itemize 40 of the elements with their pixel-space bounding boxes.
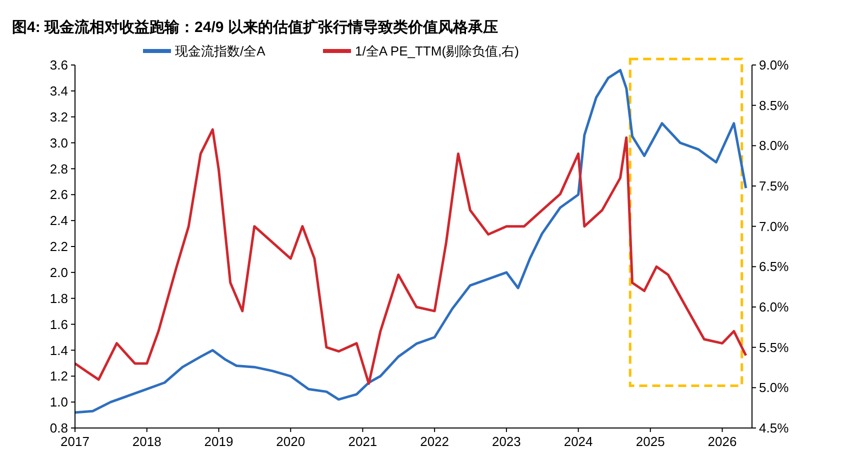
chart-title: 图4: 现金流相对收益跑输：24/9 以来的估值扩张行情导致类价值风格承压 xyxy=(12,18,498,36)
y2-tick-label: 8.0% xyxy=(759,138,790,154)
y-tick-label: 3.0 xyxy=(50,135,68,150)
y-tick-label: 1.0 xyxy=(50,394,68,410)
legend-label: 现金流指数/全A xyxy=(175,44,266,59)
x-tick-label: 2024 xyxy=(564,434,593,449)
x-tick-label: 2026 xyxy=(708,434,737,449)
y-tick-label: 2.6 xyxy=(50,187,68,202)
y-tick-label: 1.2 xyxy=(50,368,68,384)
x-tick-label: 2023 xyxy=(492,434,521,449)
y2-tick-label: 5.5% xyxy=(759,340,790,355)
y-tick-label: 3.6 xyxy=(50,58,68,73)
y2-tick-label: 9.0% xyxy=(759,58,790,73)
x-tick-label: 2020 xyxy=(276,434,306,449)
x-tick-label: 2025 xyxy=(636,434,665,449)
line-series xyxy=(74,68,748,414)
x-tick-label: 2021 xyxy=(348,434,378,449)
x-tick-label: 2022 xyxy=(420,434,450,449)
y2-tick-label: 4.5% xyxy=(759,420,790,436)
y2-tick-label: 5.0% xyxy=(759,380,790,396)
y-tick-label: 1.6 xyxy=(50,316,68,332)
y-tick-label: 2.8 xyxy=(50,161,68,176)
y2-tick-label: 7.5% xyxy=(759,178,790,194)
y-tick-label: 3.4 xyxy=(50,83,68,98)
y-tick-label: 2.0 xyxy=(50,264,68,280)
y2-tick-label: 6.0% xyxy=(759,300,790,315)
y-tick-label: 3.2 xyxy=(50,109,68,124)
line-series xyxy=(74,128,748,385)
y-tick-label: 1.4 xyxy=(50,342,68,358)
x-tick-label: 2019 xyxy=(204,434,234,449)
y-tick-label: 2.2 xyxy=(50,239,68,254)
legend-label: 1/全A PE_TTM(剔除负值,右) xyxy=(355,44,519,59)
x-tick-label: 2018 xyxy=(132,434,162,449)
y2-tick-label: 6.5% xyxy=(759,259,790,274)
y-tick-label: 1.8 xyxy=(50,290,68,306)
y-tick-label: 2.4 xyxy=(50,213,68,228)
x-tick-label: 2017 xyxy=(60,434,90,449)
y2-tick-label: 7.0% xyxy=(759,218,790,234)
y-tick-label: 0.8 xyxy=(50,420,68,436)
y2-tick-label: 8.5% xyxy=(759,98,790,113)
